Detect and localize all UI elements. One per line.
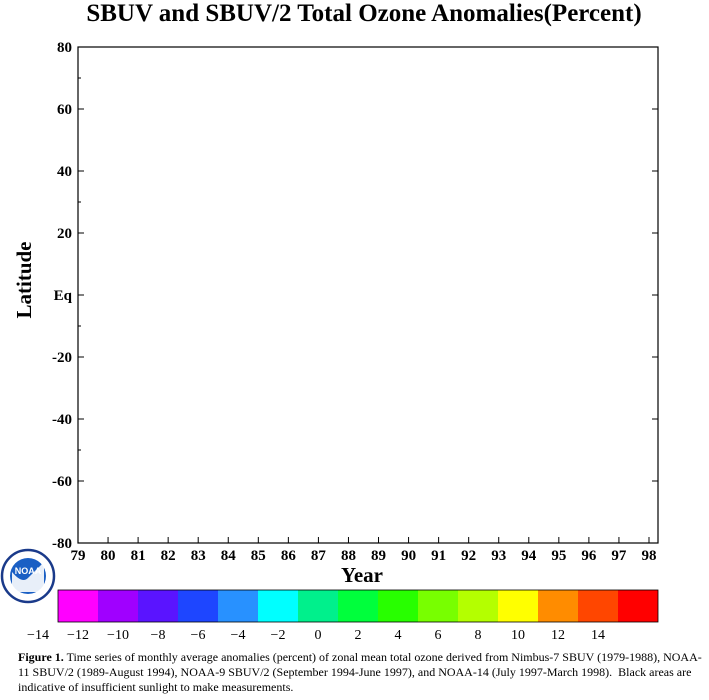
colorbar-tick-label: −10 [107, 628, 129, 643]
x-tick-label: 91 [431, 548, 446, 564]
y-tick-label: -20 [52, 350, 72, 366]
seagull-icon [12, 562, 44, 592]
colorbar-tick-label: −6 [191, 628, 206, 643]
colorbar-swatch [98, 590, 138, 622]
figure-caption: Figure 1. Time series of monthly average… [18, 650, 708, 695]
colorbar-swatch [618, 590, 658, 622]
colorbar-tick-label: 14 [591, 628, 605, 643]
colorbar-tick-label: 2 [355, 628, 362, 643]
y-tick-label: -40 [52, 412, 72, 428]
colorbar-tick-label: 0 [315, 628, 322, 643]
colorbar-swatch [338, 590, 378, 622]
x-tick-label: 94 [521, 548, 537, 564]
colorbar-tick-label: −2 [271, 628, 286, 643]
colorbar-swatch [418, 590, 458, 622]
x-tick-label: 93 [491, 548, 506, 564]
caption-text: Time series of monthly average anomalies… [18, 650, 702, 694]
x-tick-label: 79 [71, 548, 86, 564]
colorbar-tick-label: −8 [151, 628, 166, 643]
y-tick-label: 60 [57, 102, 72, 118]
y-tick-label: -80 [52, 536, 72, 552]
x-axis: 79 80 81 82 83 84 85 86 87 88 89 90 91 92 93 94 95 96 97 98 [71, 537, 656, 564]
x-tick-label: 97 [611, 548, 627, 564]
x-tick-label: 82 [161, 548, 176, 564]
y-tick-label: 80 [57, 40, 72, 56]
y-tick-label: Eq [54, 288, 73, 304]
x-tick-label: 86 [281, 548, 297, 564]
colorbar-tick-label: −14 [27, 628, 49, 643]
colorbar-swatch [378, 590, 418, 622]
x-tick-label: 87 [311, 548, 327, 564]
y-axis: 80 60 40 20 Eq -20 -40 -60 -80 [52, 40, 658, 552]
colorbar-tick-label: 4 [395, 628, 402, 643]
colorbar-swatch [178, 590, 218, 622]
y-tick-label: 40 [57, 164, 72, 180]
colorbar-tick-label: 6 [435, 628, 442, 643]
colorbar-ticks: −14 −12 −10 −8 −6 −4 −2 0 2 4 6 8 10 12 14 [27, 628, 605, 643]
noaa-logo: NOAA [0, 548, 56, 604]
x-tick-label: 96 [581, 548, 597, 564]
colorbar-frame [57, 589, 659, 623]
colorbar-tick-label: −4 [231, 628, 246, 643]
chart-title: SBUV and SBUV/2 Total Ozone Anomalies(Pe… [86, 0, 641, 27]
y-axis-label: Latitude [12, 241, 36, 318]
colorbar-tick-label: 10 [511, 628, 525, 643]
x-tick-label: 83 [191, 548, 206, 564]
colorbar-swatch [298, 590, 338, 622]
x-tick-label: 81 [131, 548, 146, 564]
x-tick-label: 95 [551, 548, 566, 564]
caption-label: Figure 1. [18, 650, 64, 664]
colorbar [57, 589, 659, 623]
x-tick-label: 80 [101, 548, 116, 564]
x-tick-label: 98 [641, 548, 656, 564]
colorbar-swatch [218, 590, 258, 622]
colorbar-swatch [458, 590, 498, 622]
colorbar-swatch [538, 590, 578, 622]
colorbar-swatch [578, 590, 618, 622]
y-tick-label: -60 [52, 474, 72, 490]
x-tick-label: 89 [371, 548, 386, 564]
x-tick-label: 88 [341, 548, 356, 564]
colorbar-swatch [498, 590, 538, 622]
logo-text: NOAA [15, 566, 42, 576]
colorbar-swatch [138, 590, 178, 622]
colorbar-tick-label: 12 [551, 628, 565, 643]
x-tick-label: 85 [251, 548, 266, 564]
x-tick-label: 84 [221, 548, 237, 564]
colorbar-swatch [58, 590, 98, 622]
colorbar-swatch [258, 590, 298, 622]
plot-frame [77, 46, 659, 544]
y-tick-label: 20 [57, 226, 72, 242]
x-tick-label: 92 [461, 548, 476, 564]
colorbar-tick-label: 8 [475, 628, 482, 643]
x-tick-label: 90 [401, 548, 416, 564]
colorbar-tick-label: −12 [67, 628, 89, 643]
x-axis-label: Year [341, 563, 383, 587]
